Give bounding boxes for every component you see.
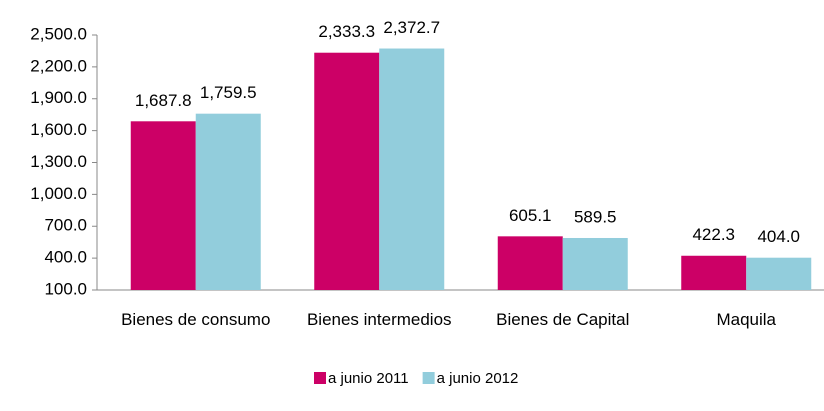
data-label: 2,372.7	[383, 18, 440, 37]
x-tick-label: Bienes de consumo	[121, 310, 271, 329]
y-tick-label: 1,900.0	[30, 88, 87, 107]
legend-label: a junio 2012	[437, 370, 519, 387]
data-label: 422.3	[692, 225, 735, 244]
y-tick-label: 1,300.0	[30, 152, 87, 171]
data-label: 1,759.5	[200, 83, 257, 102]
bar	[130, 121, 196, 290]
y-tick-label: 1,600.0	[30, 120, 87, 139]
y-tick-label: 2,500.0	[30, 24, 87, 43]
legend-label: a junio 2011	[328, 370, 409, 387]
bar	[562, 237, 628, 290]
bar	[379, 48, 445, 291]
data-label: 1,687.8	[135, 91, 192, 110]
x-tick-label: Bienes de Capital	[496, 310, 630, 329]
x-tick-label: Maquila	[716, 310, 777, 329]
data-label: 605.1	[509, 206, 552, 225]
data-label: 404.0	[757, 227, 800, 246]
data-label: 2,333.3	[318, 22, 375, 41]
bar	[746, 257, 812, 290]
y-tick-label: 100.0	[44, 279, 87, 298]
bar	[497, 236, 563, 290]
x-tick-label: Bienes intermedios	[306, 310, 452, 329]
bar	[681, 255, 747, 290]
y-tick-label: 1,000.0	[30, 184, 87, 203]
bar	[314, 52, 380, 290]
bar	[195, 113, 261, 290]
y-tick-label: 400.0	[44, 248, 87, 267]
legend-swatch	[314, 372, 326, 384]
y-tick-label: 700.0	[44, 216, 87, 235]
data-label: 589.5	[574, 207, 617, 226]
legend-swatch	[422, 372, 435, 384]
y-tick-label: 2,200.0	[30, 56, 87, 75]
